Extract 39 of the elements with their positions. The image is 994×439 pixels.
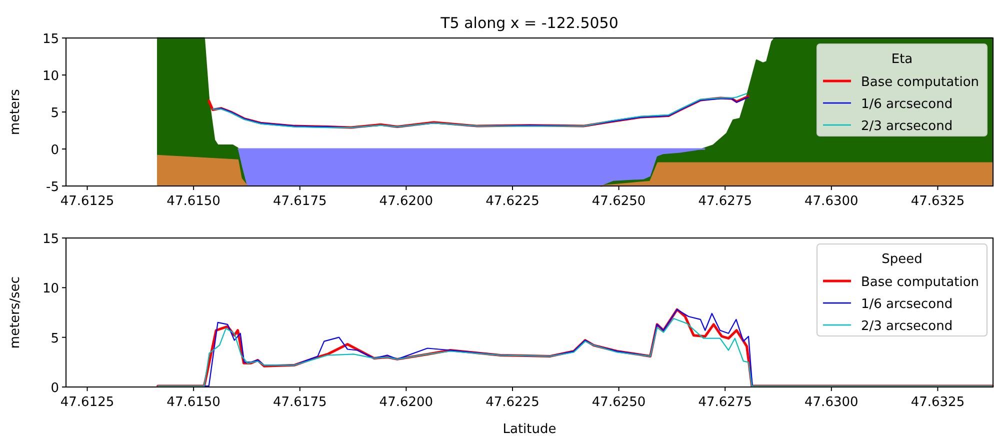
legend-title: Speed: [882, 252, 922, 267]
x-tick-label: 47.6225: [486, 395, 540, 410]
x-tick-label: 47.6150: [166, 395, 220, 410]
legend-label: 1/6 arcsecond: [861, 97, 953, 112]
legend-label: Base computation: [861, 275, 980, 290]
x-tick-label: 47.6225: [486, 194, 540, 209]
x-tick-label: 47.6200: [379, 194, 434, 209]
x-tick-label: 47.6125: [60, 395, 114, 410]
chart-title: T5 along x = -122.5050: [440, 14, 618, 32]
x-tick-label: 47.6275: [698, 194, 752, 209]
y-tick-label: 10: [42, 69, 59, 84]
legend-label: Base computation: [861, 75, 980, 90]
legend-label: 2/3 arcsecond: [861, 319, 953, 334]
x-tick-label: 47.6250: [592, 194, 646, 209]
y-tick-label: 0: [50, 381, 59, 396]
y-axis-title: meters: [8, 88, 23, 135]
y-tick-label: 0: [50, 143, 59, 158]
x-tick-label: 47.6175: [272, 194, 327, 209]
x-tick-label: 47.6275: [698, 395, 752, 410]
y-tick-label: -5: [46, 180, 59, 195]
x-tick-label: 47.6300: [804, 395, 858, 410]
y-tick-label: 5: [50, 106, 59, 121]
x-tick-label: 47.6200: [379, 395, 434, 410]
y-tick-label: 15: [42, 32, 59, 47]
legend-title: Eta: [891, 52, 913, 67]
x-tick-label: 47.6125: [60, 194, 114, 209]
legend-label: 2/3 arcsecond: [861, 119, 953, 134]
x-tick-label: 47.6325: [910, 395, 965, 410]
y-axis-title: meters/sec: [8, 276, 23, 349]
x-tick-label: 47.6175: [272, 395, 327, 410]
x-tick-label: 47.6250: [592, 395, 646, 410]
x-axis-title: Latitude: [502, 422, 556, 437]
x-tick-label: 47.6300: [804, 194, 858, 209]
legend-label: 1/6 arcsecond: [861, 297, 953, 312]
x-tick-label: 47.6150: [166, 194, 220, 209]
y-tick-label: 10: [42, 282, 59, 297]
y-tick-label: 5: [50, 331, 59, 346]
x-tick-label: 47.6325: [910, 194, 965, 209]
y-tick-label: 15: [42, 232, 59, 247]
